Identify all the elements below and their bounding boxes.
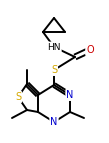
Text: HN: HN xyxy=(47,42,61,51)
Text: S: S xyxy=(15,92,21,102)
Text: N: N xyxy=(50,117,58,127)
Text: N: N xyxy=(66,90,74,100)
Text: S: S xyxy=(51,65,57,75)
Text: O: O xyxy=(86,45,94,55)
